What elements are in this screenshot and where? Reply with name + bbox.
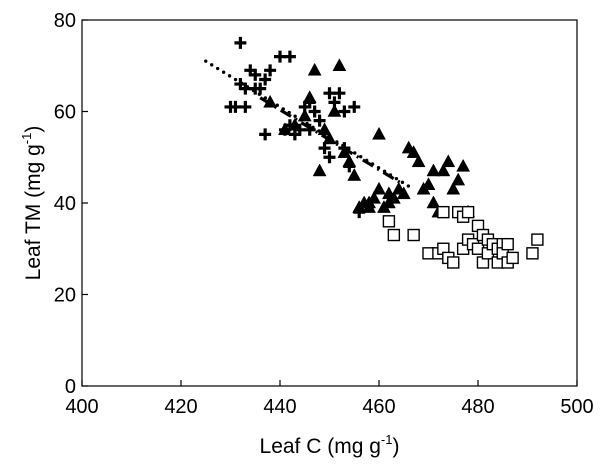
- point-square: [461, 205, 475, 219]
- point-plus: [323, 151, 336, 164]
- point-triangle: [302, 90, 317, 104]
- point-plus: [234, 36, 247, 49]
- x-axis-title-main: Leaf C (mg g: [260, 435, 381, 458]
- point-plus: [259, 128, 272, 141]
- point-square: [506, 251, 519, 265]
- point-triangle: [312, 163, 327, 177]
- y-axis: 0 20 40 60 80: [54, 10, 88, 398]
- point-triangle: [386, 190, 401, 204]
- point-plus: [259, 73, 272, 86]
- point-square: [437, 205, 450, 219]
- point-plus: [249, 68, 262, 81]
- point-triangle: [456, 158, 471, 172]
- y-axis-title-close: ): [22, 126, 45, 133]
- y-axis-title-sup: -1: [19, 133, 34, 145]
- y-tick-label: 60: [54, 102, 76, 124]
- point-square: [501, 237, 514, 251]
- point-triangle: [396, 186, 411, 200]
- data-points: [224, 36, 544, 269]
- x-tick-label: 460: [362, 396, 395, 418]
- point-triangle: [436, 163, 451, 177]
- point-triangle: [446, 181, 461, 195]
- point-triangle: [372, 126, 386, 140]
- x-tick-label: 420: [164, 396, 197, 418]
- y-tick-label: 80: [54, 10, 76, 32]
- series-triangle: [263, 58, 476, 218]
- point-square: [407, 228, 420, 242]
- point-triangle: [426, 195, 441, 209]
- point-plus: [303, 123, 316, 136]
- point-triangle: [263, 94, 278, 108]
- point-triangle: [426, 163, 441, 177]
- point-triangle: [406, 145, 421, 158]
- point-square: [526, 247, 539, 260]
- point-triangle: [297, 108, 312, 122]
- y-axis-title-main: Leaf TM (mg g: [22, 144, 45, 280]
- x-axis-title-sup: -1: [381, 432, 393, 447]
- point-square: [387, 228, 401, 242]
- point-triangle: [337, 145, 352, 158]
- x-tick-label: 480: [461, 396, 494, 418]
- x-axis: 400 420 440 460 480 500: [65, 380, 594, 418]
- point-triangle: [307, 62, 322, 76]
- point-plus: [333, 87, 346, 100]
- point-triangle: [347, 168, 362, 181]
- point-triangle: [342, 154, 357, 168]
- x-axis-title-close: ): [392, 435, 399, 458]
- y-tick-label: 20: [54, 285, 76, 307]
- point-plus: [264, 64, 277, 77]
- point-plus: [348, 100, 361, 113]
- point-square: [382, 215, 396, 228]
- point-triangle: [451, 172, 466, 186]
- x-tick-label: 400: [65, 396, 98, 418]
- plot-area-frame: [81, 19, 578, 387]
- point-plus: [283, 50, 296, 63]
- y-tick-label: 0: [65, 376, 76, 398]
- point-plus: [308, 105, 321, 118]
- point-triangle: [411, 154, 426, 168]
- point-triangle: [327, 103, 342, 117]
- point-plus: [239, 100, 252, 113]
- x-tick-label: 500: [560, 396, 593, 418]
- point-plus: [338, 105, 351, 118]
- point-triangle: [332, 58, 347, 71]
- point-plus: [254, 82, 267, 95]
- y-axis-title: Leaf TM (mg g-1): [19, 126, 45, 281]
- point-triangle: [317, 122, 332, 136]
- point-triangle: [372, 181, 386, 195]
- point-triangle: [278, 122, 292, 136]
- series-square: [382, 205, 544, 269]
- point-square: [531, 233, 544, 246]
- x-axis-title: Leaf C (mg g-1): [260, 432, 400, 458]
- point-square: [447, 256, 460, 269]
- point-triangle: [362, 200, 377, 213]
- x-tick-label: 440: [263, 396, 296, 418]
- point-plus: [313, 114, 326, 127]
- point-triangle: [322, 131, 337, 145]
- point-triangle: [421, 177, 436, 190]
- point-triangle: [441, 154, 456, 168]
- y-tick-label: 40: [54, 193, 76, 215]
- point-triangle: [367, 190, 381, 204]
- point-triangle: [287, 117, 302, 131]
